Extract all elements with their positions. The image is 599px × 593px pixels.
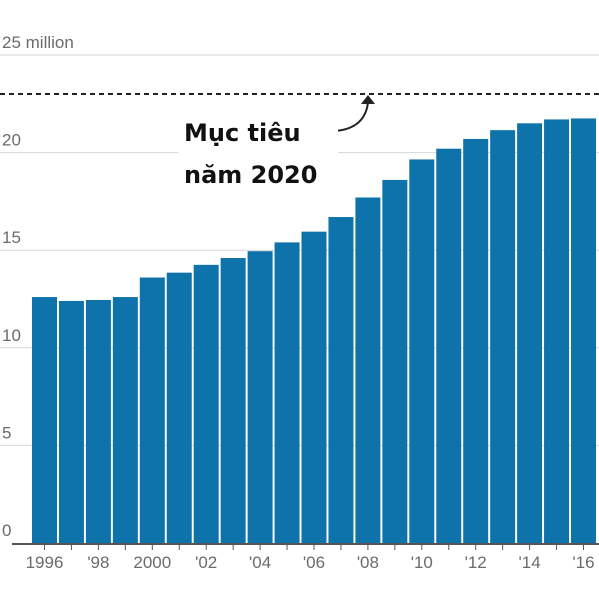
bar-2012 — [463, 138, 489, 543]
bars — [32, 118, 596, 544]
bar-2009 — [382, 179, 408, 543]
x-tick-label: '16 — [572, 553, 594, 572]
y-tick-label: 20 — [2, 131, 21, 150]
bar-2001 — [166, 272, 192, 543]
x-tick-label: 2000 — [133, 553, 171, 572]
bar-2011 — [436, 148, 462, 543]
bar-2002 — [193, 264, 219, 543]
y-tick-label: 10 — [2, 326, 21, 345]
bar-2005 — [274, 242, 300, 543]
x-tick-label: '14 — [519, 553, 541, 572]
target-arrow-icon — [333, 101, 369, 132]
bar-2003 — [220, 258, 246, 543]
target-label-line-2: năm 2020 — [184, 161, 317, 189]
bar-2007 — [328, 217, 354, 543]
x-tick-label: 1996 — [26, 553, 64, 572]
bar-2004 — [247, 251, 273, 543]
y-tick-label: 25 million — [2, 33, 74, 52]
y-tick-label: 15 — [2, 228, 21, 247]
bar-1997 — [58, 300, 84, 543]
x-tick-label: '08 — [357, 553, 379, 572]
bar-2013 — [490, 130, 516, 543]
x-tick-label: '06 — [303, 553, 325, 572]
bar-2015 — [544, 119, 570, 544]
y-axis-tick-labels: 0 5 10 15 20 25 million — [2, 33, 74, 540]
target-label-background — [178, 111, 338, 193]
bar-1998 — [85, 299, 111, 543]
bar-1996 — [32, 297, 57, 543]
x-axis — [12, 543, 599, 550]
y-tick-label: 0 — [2, 521, 11, 540]
target-label-line-1: Mục tiêu — [184, 119, 301, 147]
bar-2016 — [571, 118, 596, 543]
x-tick-label: '04 — [249, 553, 271, 572]
bar-1999 — [112, 297, 138, 543]
bar-2010 — [409, 159, 435, 543]
bar-2006 — [301, 231, 327, 543]
bar-2014 — [517, 123, 543, 543]
x-tick-label: '10 — [411, 553, 433, 572]
x-tick-label: '12 — [465, 553, 487, 572]
x-axis-tick-labels: 1996 '98 2000 '02 '04 '06 '08 '10 '12 '14 '16 — [26, 553, 595, 572]
y-tick-label: 5 — [2, 423, 11, 442]
bar-2000 — [139, 277, 165, 543]
arrowhead-icon — [361, 95, 375, 104]
bar-2008 — [355, 197, 381, 543]
x-tick-label: '98 — [87, 553, 109, 572]
x-tick-label: '02 — [195, 553, 217, 572]
